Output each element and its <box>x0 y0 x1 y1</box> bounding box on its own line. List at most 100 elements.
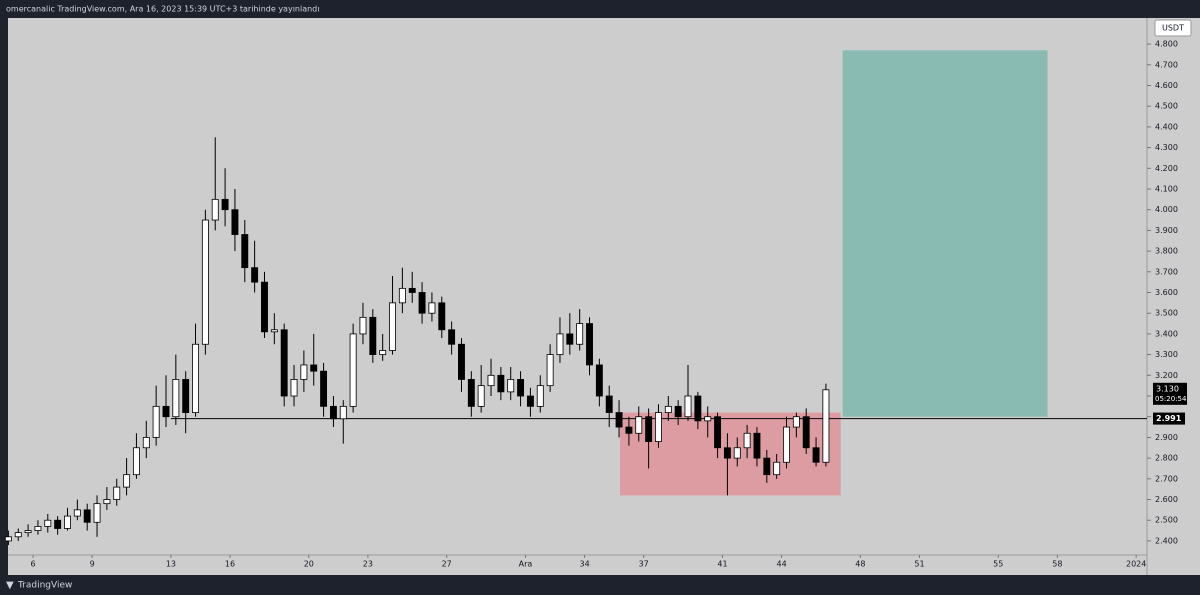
candle-body <box>113 486 121 500</box>
candle-body <box>655 412 662 442</box>
candle-body <box>635 416 643 434</box>
candle-body <box>507 379 515 393</box>
y-tick-label: 3.200 <box>1155 371 1178 380</box>
candle-body <box>24 530 32 534</box>
candle-body <box>773 461 781 476</box>
candle-body <box>408 287 416 293</box>
candle-body <box>231 209 239 235</box>
candle-body <box>211 198 219 221</box>
x-tick-label: 6 <box>30 560 35 569</box>
header-bar <box>0 0 1200 18</box>
x-tick-label: 55 <box>993 560 1003 569</box>
y-tick-label: 2.900 <box>1155 433 1178 442</box>
candle-body <box>201 219 209 345</box>
countdown: 05:20:54 <box>1155 395 1187 403</box>
candle-body <box>595 364 603 397</box>
candle-body <box>714 416 722 449</box>
candle-body <box>280 329 288 397</box>
candle-body <box>221 198 229 211</box>
x-tick-label: 16 <box>225 560 235 569</box>
candle-body <box>379 350 387 356</box>
x-tick-label: 34 <box>579 560 589 569</box>
candle-body <box>398 287 406 304</box>
footer-bar <box>0 575 1200 595</box>
candle-body <box>704 416 712 422</box>
candle-body <box>34 526 42 531</box>
candle-body <box>783 426 790 463</box>
footer-brand: TradingView <box>17 581 72 591</box>
candle-body <box>625 426 633 434</box>
candle-body <box>83 509 91 523</box>
candle-body <box>152 405 160 438</box>
candle-body <box>753 432 761 459</box>
x-tick-label: 37 <box>639 560 649 569</box>
level-label-box <box>1153 412 1185 425</box>
x-tick-label: 44 <box>776 560 786 569</box>
y-tick-label: 4.800 <box>1155 40 1178 49</box>
candle-body <box>684 395 692 418</box>
candle-body <box>310 364 318 372</box>
header-text: omercanalic TradingView.com, Ara 16, 202… <box>6 5 319 14</box>
candle-body <box>517 379 525 397</box>
candle-body <box>290 379 298 397</box>
y-tick-label: 3.300 <box>1155 350 1178 359</box>
y-tick-label: 3.800 <box>1155 247 1178 256</box>
currency: USDT <box>1162 24 1184 33</box>
candle-body <box>763 457 771 476</box>
x-tick-label: 23 <box>363 560 373 569</box>
candle-body <box>664 405 672 413</box>
x-tick-label: 13 <box>166 560 176 569</box>
level-label: 2.991 <box>1156 414 1182 423</box>
candle-body <box>251 267 259 283</box>
candle-body <box>477 385 485 407</box>
candle-body <box>586 323 593 366</box>
candle-body <box>369 316 377 356</box>
x-tick-label: Ara <box>519 560 533 569</box>
y-tick-label: 4.400 <box>1155 122 1178 131</box>
y-tick-label: 2.700 <box>1155 474 1178 483</box>
candle-body <box>241 234 249 269</box>
candle-body <box>103 499 111 505</box>
candle-body <box>329 405 337 420</box>
candle-body <box>536 385 544 407</box>
y-tick-label: 4.300 <box>1155 143 1178 152</box>
candle-body <box>566 333 574 345</box>
candle-body <box>467 379 475 407</box>
currency-box <box>1154 19 1192 37</box>
candle-body <box>723 447 731 459</box>
candle-body <box>270 329 278 333</box>
candle-body <box>812 447 820 463</box>
candle-body <box>487 374 495 387</box>
candle-body <box>172 379 180 418</box>
candle-body <box>192 343 199 413</box>
y-tick-label: 4.000 <box>1155 205 1178 214</box>
candle-body <box>132 447 140 476</box>
candle-body <box>44 519 52 527</box>
last-price-label: 3.130 <box>1156 384 1179 393</box>
y-tick-label: 4.700 <box>1155 60 1178 69</box>
candle-body <box>802 416 810 449</box>
x-tick-label: 20 <box>304 560 314 569</box>
y-tick-label: 4.600 <box>1155 81 1178 90</box>
y-tick-label: 3.700 <box>1155 267 1178 276</box>
last-price-box <box>1153 382 1187 405</box>
candle-body <box>389 302 396 351</box>
candle-body <box>645 416 653 442</box>
candle-body <box>448 329 456 345</box>
logo: ▼ <box>6 580 14 591</box>
y-tick-label: 2.500 <box>1155 516 1178 525</box>
candle-body <box>792 416 800 428</box>
y-tick-label: 2.600 <box>1155 495 1178 504</box>
y-tick-label: 3.400 <box>1155 329 1178 338</box>
x-tick-label: 27 <box>442 560 452 569</box>
candle-body <box>556 333 564 356</box>
zone <box>842 50 1048 417</box>
x-tick-label: 41 <box>717 560 727 569</box>
y-tick-label: 4.200 <box>1155 164 1178 173</box>
x-tick-label: 9 <box>90 560 95 569</box>
candle-body <box>14 532 22 538</box>
candle-body <box>674 405 682 418</box>
candle-body <box>300 364 308 380</box>
candle-body <box>349 333 357 407</box>
y-tick-label: 4.500 <box>1155 102 1178 111</box>
